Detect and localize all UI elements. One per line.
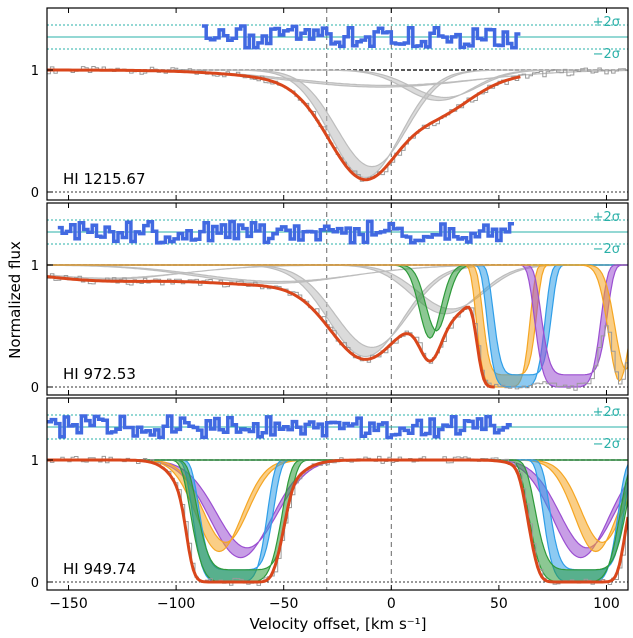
x-tick-label: −50 bbox=[269, 596, 299, 612]
y-tick-label: 1 bbox=[31, 454, 39, 469]
panel-line-label: HI 949.74 bbox=[63, 560, 136, 578]
component-band bbox=[47, 459, 628, 553]
y-axis-label: Normalized flux bbox=[6, 241, 24, 359]
plus-2sigma-label: +2σ bbox=[593, 405, 620, 420]
model-fit-line bbox=[47, 275, 495, 389]
component-band bbox=[47, 264, 628, 382]
component-band bbox=[47, 459, 628, 583]
y-tick-label: 1 bbox=[31, 259, 39, 274]
residual-line bbox=[47, 414, 512, 440]
component-band bbox=[47, 264, 628, 315]
residual-line bbox=[201, 24, 521, 50]
panels-group: +2σ −2σ HI 1215.67 0 1 +2σ −2σ HI 972.53 0 1 +2σ −2… bbox=[31, 7, 629, 612]
x-axis-label: Velocity offset, [km s⁻¹] bbox=[249, 615, 426, 633]
residual-line bbox=[57, 219, 514, 245]
x-tick-label: −100 bbox=[157, 596, 195, 612]
component-band bbox=[47, 264, 628, 281]
minus-2sigma-label: −2σ bbox=[593, 47, 620, 62]
panel-frame bbox=[46, 397, 629, 591]
plus-2sigma-label: +2σ bbox=[593, 15, 620, 30]
model-fit-line bbox=[47, 68, 521, 182]
x-tick-label: −150 bbox=[49, 596, 87, 612]
component-band bbox=[47, 264, 628, 284]
panel-1: +2σ −2σ HI 1215.67 0 1 bbox=[31, 7, 629, 201]
panel-frame bbox=[46, 202, 629, 396]
panel-line-label: HI 972.53 bbox=[63, 365, 136, 383]
y-tick-label: 0 bbox=[31, 381, 39, 396]
panel-2: +2σ −2σ HI 972.53 0 1 bbox=[31, 202, 629, 396]
plus-2sigma-label: +2σ bbox=[593, 210, 620, 225]
x-tick-label: 50 bbox=[490, 596, 508, 612]
y-tick-label: 0 bbox=[31, 186, 39, 201]
component-band bbox=[47, 69, 628, 88]
x-tick-label: 0 bbox=[387, 596, 396, 612]
panel-frame bbox=[46, 7, 629, 201]
model-fit-line bbox=[47, 458, 628, 584]
panel-3: +2σ −2σ HI 949.74 0 1 bbox=[31, 397, 629, 591]
y-tick-label: 0 bbox=[31, 576, 39, 591]
y-tick-label: 1 bbox=[31, 64, 39, 79]
minus-2sigma-label: −2σ bbox=[593, 437, 620, 452]
panel-line-label: HI 1215.67 bbox=[63, 170, 146, 188]
minus-2sigma-label: −2σ bbox=[593, 242, 620, 257]
component-band bbox=[47, 69, 628, 102]
x-tick-label: 100 bbox=[593, 596, 620, 612]
